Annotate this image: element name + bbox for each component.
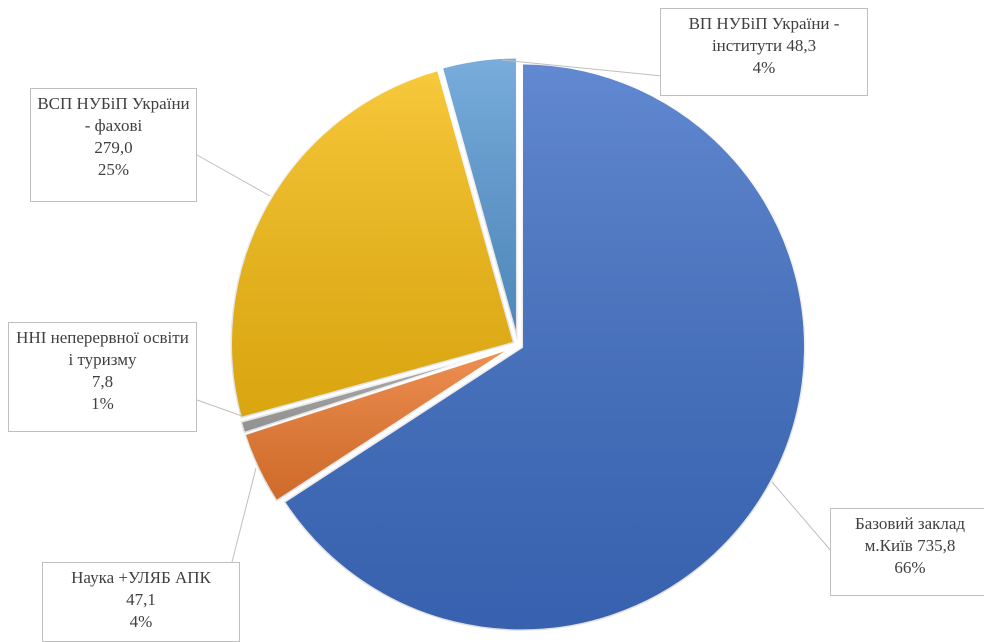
label-value: 7,8 bbox=[91, 372, 114, 391]
leader-line bbox=[196, 399, 243, 417]
leader-line bbox=[771, 481, 833, 553]
leader-line bbox=[231, 467, 257, 563]
label-value: 47,1 bbox=[126, 590, 156, 609]
leader-line bbox=[501, 59, 663, 77]
label-name: ННІ неперервної освіти і туризму bbox=[16, 328, 189, 369]
data-label: ВСП НУБіП України - фахові 279,0 25% bbox=[30, 88, 197, 202]
label-percent: 1% bbox=[91, 394, 114, 413]
label-value: 48,3 bbox=[786, 36, 817, 55]
data-label: ВП НУБіП України - інститути 48,3 4% bbox=[660, 8, 868, 96]
data-label: Наука +УЛЯБ АПК 47,1 4% bbox=[42, 562, 240, 642]
label-name: Базовий заклад м.Київ bbox=[854, 514, 966, 555]
slice-shade bbox=[240, 346, 515, 434]
label-percent: 25% bbox=[97, 160, 130, 179]
slice-shade bbox=[230, 69, 515, 419]
label-name: Наука +УЛЯБ АПК bbox=[71, 568, 211, 587]
leader-lines bbox=[196, 59, 833, 563]
slices bbox=[229, 55, 808, 633]
slice-shade bbox=[441, 57, 518, 342]
label-value: 735,8 bbox=[917, 536, 956, 555]
label-percent: 4% bbox=[752, 58, 776, 77]
leader-line bbox=[196, 154, 271, 197]
slice-shade bbox=[283, 62, 806, 631]
label-name: ВП НУБіП України - інститути bbox=[688, 14, 840, 55]
label-percent: 4% bbox=[129, 612, 153, 631]
data-label: Базовий заклад м.Київ 735,8 66% bbox=[830, 508, 984, 596]
label-name: ВСП НУБіП України - фахові bbox=[37, 94, 190, 135]
data-label: ННІ неперервної освіти і туризму 7,8 1% bbox=[8, 322, 197, 432]
label-value: 279,0 bbox=[94, 138, 133, 157]
label-percent: 66% bbox=[894, 558, 926, 577]
slice-shade bbox=[244, 346, 515, 502]
